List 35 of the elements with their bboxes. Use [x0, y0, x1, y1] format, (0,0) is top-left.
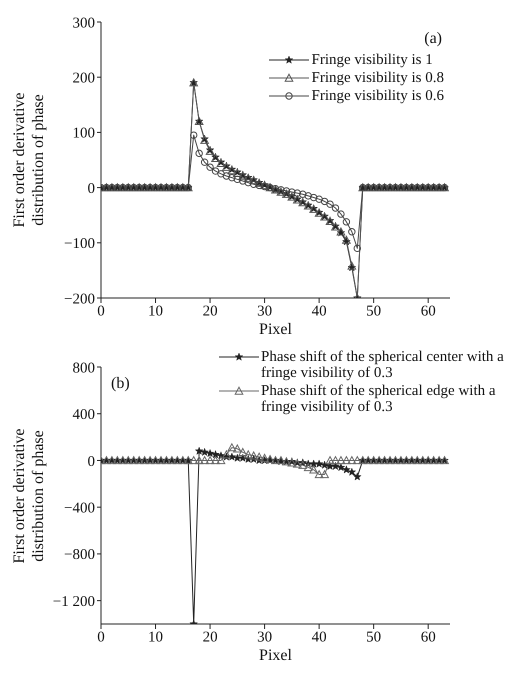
x-tick-label: 30: [257, 630, 272, 646]
y-tick-label: −400: [64, 500, 95, 517]
x-axis-title: Pixel: [258, 647, 293, 665]
y-tick-label: −1 200: [52, 594, 95, 610]
x-tick-label: 60: [420, 630, 436, 646]
x-axis-title: Pixel: [258, 321, 293, 339]
x-tick-label: 30: [257, 304, 272, 320]
annotation: (a): [424, 30, 442, 48]
y-tick-label: 800: [72, 360, 95, 376]
x-tick-label: 40: [312, 304, 327, 320]
y-tick-label: 100: [72, 126, 95, 142]
x-tick-label: 40: [312, 630, 327, 646]
x-tick-label: 20: [202, 630, 218, 646]
x-tick-label: 60: [420, 304, 436, 320]
y-tick-label: 0: [88, 180, 95, 197]
x-tick-label: 50: [366, 630, 382, 646]
x-tick-label: 10: [148, 304, 164, 320]
annotation: (b): [111, 375, 130, 393]
legend-label: Fringe visibility is 1: [311, 52, 433, 68]
y-tick-label: −200: [64, 291, 95, 308]
y-axis-title: First order derivative distribution of phase: [10, 91, 48, 230]
y-tick-label: 200: [72, 70, 95, 87]
x-tick-label: 20: [202, 304, 218, 320]
y-tick-label: 0: [88, 454, 95, 470]
x-tick-label: 10: [148, 630, 164, 646]
legend-label: Fringe visibility is 0.8: [311, 70, 444, 86]
y-axis-title: First order derivative distribution of phase: [10, 426, 48, 566]
y-tick-label: −100: [64, 236, 95, 252]
legend-label: Fringe visibility is 0.6: [311, 88, 444, 104]
y-tick-label: 400: [72, 407, 95, 424]
y-tick-label: −800: [64, 547, 95, 564]
x-tick-label: 50: [366, 304, 382, 320]
y-tick-label: 300: [72, 15, 95, 32]
legend-label: Phase shift of the spherical center with a fringe visibility of 0.3: [261, 349, 505, 381]
legend-label: Phase shift of the spherical edge with a fringe visibility of 0.3: [261, 383, 497, 415]
